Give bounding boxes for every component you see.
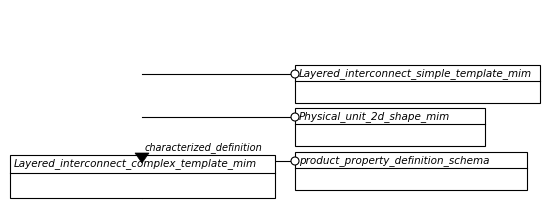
Bar bbox=[295, 65, 540, 103]
Circle shape bbox=[291, 157, 299, 165]
Text: product_property_definition_schema: product_property_definition_schema bbox=[299, 155, 490, 166]
Text: Layered_interconnect_simple_template_mim: Layered_interconnect_simple_template_mim bbox=[299, 68, 532, 79]
Bar bbox=[295, 108, 485, 146]
Bar bbox=[10, 155, 275, 198]
Text: Physical_unit_2d_shape_mim: Physical_unit_2d_shape_mim bbox=[299, 111, 450, 122]
Polygon shape bbox=[135, 153, 149, 163]
Circle shape bbox=[291, 70, 299, 78]
Text: characterized_definition: characterized_definition bbox=[145, 142, 263, 153]
Bar bbox=[295, 152, 527, 190]
Circle shape bbox=[291, 113, 299, 121]
Text: Layered_interconnect_complex_template_mim: Layered_interconnect_complex_template_mi… bbox=[14, 158, 257, 169]
